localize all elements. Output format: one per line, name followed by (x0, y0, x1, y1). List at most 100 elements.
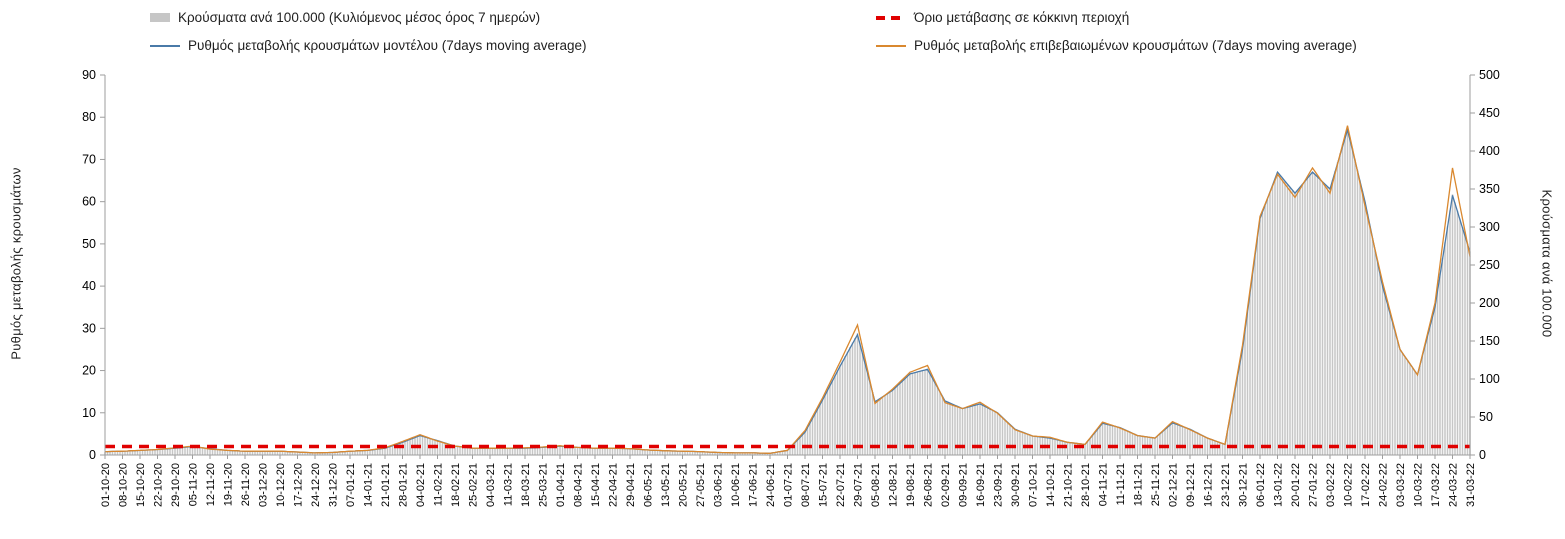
legend-swatch-confirmed-line-icon (876, 44, 906, 47)
x-axis-tick-label: 16-09-21 (975, 463, 987, 507)
x-axis-tick-label: 12-08-21 (888, 463, 900, 507)
x-axis-tick-label: 14-10-21 (1045, 463, 1057, 507)
x-axis-tick-label: 09-12-21 (1185, 463, 1197, 507)
x-axis-tick-label: 17-03-22 (1430, 463, 1442, 507)
x-axis-tick-label: 29-10-20 (170, 463, 182, 507)
left-axis-tick-label: 40 (82, 279, 96, 293)
x-axis-tick-label: 24-03-22 (1448, 463, 1460, 507)
left-axis-tick-label: 70 (82, 152, 96, 166)
x-axis-tick-label: 08-04-21 (573, 463, 585, 507)
legend-swatch-model-line-icon (150, 44, 180, 47)
legend-label-cases-bars: Κρούσματα ανά 100.000 (Κυλιόμενος μέσος … (178, 10, 541, 25)
x-axis-tick-label: 24-06-21 (765, 463, 777, 507)
x-axis-tick-label: 10-06-21 (730, 463, 742, 507)
x-axis-tick-label: 27-05-21 (695, 463, 707, 507)
left-axis-tick-label: 30 (82, 321, 96, 335)
x-axis-tick-label: 18-02-21 (450, 463, 462, 507)
right-axis-tick-label: 350 (1479, 182, 1500, 196)
x-axis-tick-label: 03-03-22 (1395, 463, 1407, 507)
x-axis-tick-label: 12-11-20 (205, 463, 217, 506)
left-axis-tick-label: 60 (82, 195, 96, 209)
x-axis-tick-label: 28-10-21 (1080, 463, 1092, 507)
x-axis-tick-label: 22-10-20 (153, 463, 165, 507)
x-axis-tick-label: 31-03-22 (1465, 463, 1477, 507)
x-axis-tick-label: 29-04-21 (625, 463, 637, 507)
x-axis-tick-label: 06-01-22 (1255, 463, 1267, 507)
x-axis-tick-label: 25-11-21 (1150, 463, 1162, 506)
x-axis-tick-label: 05-11-20 (188, 463, 200, 506)
left-axis-tick-label: 10 (82, 406, 96, 420)
x-axis-tick-label: 04-03-21 (485, 463, 497, 507)
legend-swatch-bars-icon (150, 13, 170, 22)
right-axis-tick-label: 300 (1479, 220, 1500, 234)
x-axis-tick-label: 30-09-21 (1010, 463, 1022, 507)
x-axis-tick-label: 10-12-20 (275, 463, 287, 507)
x-axis-tick-label: 25-02-21 (468, 463, 480, 507)
x-axis-tick-label: 23-09-21 (993, 463, 1005, 507)
x-axis-tick-label: 11-03-21 (503, 463, 515, 506)
right-axis-tick-label: 50 (1479, 410, 1493, 424)
left-axis-tick-label: 80 (82, 110, 96, 124)
x-axis-tick-label: 04-11-21 (1098, 463, 1110, 506)
legend-item-confirmed-line: Ρυθμός μεταβολής επιβεβαιωμένων κρουσμάτ… (876, 38, 1357, 53)
x-axis-tick-label: 28-01-21 (398, 463, 410, 507)
x-axis-tick-label: 19-11-20 (223, 463, 235, 506)
left-axis-tick-label: 90 (82, 68, 96, 82)
legend-swatch-threshold-icon (876, 15, 906, 20)
bars-cases-per-100k (104, 126, 1471, 456)
x-axis-tick-label: 30-12-21 (1238, 463, 1250, 507)
legend-item-model-line: Ρυθμός μεταβολής κρουσμάτων μοντέλου (7d… (150, 38, 587, 53)
left-axis-tick-label: 50 (82, 237, 96, 251)
x-axis-tick-label: 05-08-21 (870, 463, 882, 507)
right-axis-tick-label: 250 (1479, 258, 1500, 272)
x-axis-tick-label: 20-01-22 (1290, 463, 1302, 507)
x-axis-tick-label: 19-08-21 (905, 463, 917, 507)
x-axis-tick-label: 18-11-21 (1133, 463, 1145, 506)
right-axis-tick-label: 400 (1479, 144, 1500, 158)
x-axis-tick-label: 13-05-21 (660, 463, 672, 507)
x-axis-tick-label: 14-01-21 (363, 463, 375, 507)
x-axis-tick-label: 01-10-20 (100, 463, 112, 507)
x-axis-tick-label: 18-03-21 (520, 463, 532, 507)
x-axis-tick-label: 21-01-21 (380, 463, 392, 507)
x-axis-tick-label: 07-01-21 (345, 463, 357, 507)
axes: 0 10 20 30 40 50 60 70 80 90 0 50 100 150 200 250 300 350… (82, 68, 1500, 507)
x-axis-tick-label: 04-02-21 (415, 463, 427, 507)
right-axis-tick-label: 200 (1479, 296, 1500, 310)
x-axis-tick-label: 02-09-21 (940, 463, 952, 507)
x-axis-tick-label: 10-02-22 (1343, 463, 1355, 507)
x-axis-tick-label: 08-07-21 (800, 463, 812, 507)
x-axis-tick-label: 20-05-21 (678, 463, 690, 507)
legend-item-cases-bars: Κρούσματα ανά 100.000 (Κυλιόμενος μέσος … (150, 10, 540, 25)
x-axis-tick-label: 01-04-21 (555, 463, 567, 507)
x-axis-tick-label: 23-12-21 (1220, 463, 1232, 507)
x-axis-tick-label: 10-03-22 (1413, 463, 1425, 507)
x-axis-tick-label: 27-01-22 (1308, 463, 1320, 507)
x-axis-tick-label: 03-12-20 (258, 463, 270, 507)
legend-label-red-threshold: Όριο μετάβασης σε κόκκινη περιοχή (914, 10, 1130, 25)
right-axis-tick-label: 500 (1479, 68, 1500, 82)
legend-label-confirmed-line: Ρυθμός μεταβολής επιβεβαιωμένων κρουσμάτ… (914, 38, 1357, 53)
x-axis-tick-label: 02-12-21 (1168, 463, 1180, 507)
x-axis-tick-label: 15-10-20 (135, 463, 147, 507)
x-axis-tick-label: 26-08-21 (923, 463, 935, 507)
x-axis-tick-label: 15-07-21 (818, 463, 830, 507)
x-axis-tick-label: 08-10-20 (118, 463, 130, 507)
x-axis-tick-label: 15-04-21 (590, 463, 602, 507)
x-axis-tick-label: 22-04-21 (608, 463, 620, 507)
right-axis-tick-label: 150 (1479, 334, 1500, 348)
left-axis-tick-label: 20 (82, 364, 96, 378)
x-axis-tick-label: 13-01-22 (1273, 463, 1285, 507)
right-axis-tick-label: 450 (1479, 106, 1500, 120)
x-axis-tick-label: 17-02-22 (1360, 463, 1372, 507)
x-axis-tick-label: 24-12-20 (310, 463, 322, 507)
x-axis-tick-label: 17-12-20 (293, 463, 305, 507)
x-axis-tick-label: 03-02-22 (1325, 463, 1337, 507)
x-axis-tick-label: 07-10-21 (1028, 463, 1040, 507)
x-axis-tick-label: 09-09-21 (958, 463, 970, 507)
legend-label-model-line: Ρυθμός μεταβολής κρουσμάτων μοντέλου (7d… (188, 38, 587, 53)
x-axis-tick-label: 29-07-21 (853, 463, 865, 507)
x-axis-tick-label: 22-07-21 (835, 463, 847, 507)
right-axis-tick-label: 100 (1479, 372, 1500, 386)
